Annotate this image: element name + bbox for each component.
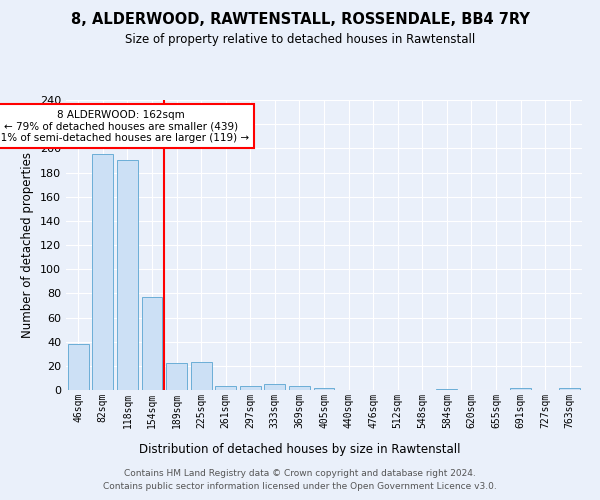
Bar xyxy=(240,386,261,390)
Bar xyxy=(314,388,334,390)
Bar xyxy=(166,364,187,390)
Text: Contains public sector information licensed under the Open Government Licence v3: Contains public sector information licen… xyxy=(103,482,497,491)
Bar xyxy=(191,362,212,390)
Text: Distribution of detached houses by size in Rawtenstall: Distribution of detached houses by size … xyxy=(139,442,461,456)
Bar xyxy=(289,386,310,390)
Y-axis label: Number of detached properties: Number of detached properties xyxy=(22,152,34,338)
Text: 8, ALDERWOOD, RAWTENSTALL, ROSSENDALE, BB4 7RY: 8, ALDERWOOD, RAWTENSTALL, ROSSENDALE, B… xyxy=(71,12,529,28)
Bar xyxy=(265,384,286,390)
Text: 8 ALDERWOOD: 162sqm
← 79% of detached houses are smaller (439)
21% of semi-detac: 8 ALDERWOOD: 162sqm ← 79% of detached ho… xyxy=(0,110,249,143)
Text: Size of property relative to detached houses in Rawtenstall: Size of property relative to detached ho… xyxy=(125,32,475,46)
Bar xyxy=(436,389,457,390)
Bar xyxy=(117,160,138,390)
Bar xyxy=(559,388,580,390)
Text: Contains HM Land Registry data © Crown copyright and database right 2024.: Contains HM Land Registry data © Crown c… xyxy=(124,468,476,477)
Bar xyxy=(142,297,163,390)
Bar xyxy=(68,344,89,390)
Bar xyxy=(215,386,236,390)
Bar xyxy=(92,154,113,390)
Bar xyxy=(510,388,531,390)
